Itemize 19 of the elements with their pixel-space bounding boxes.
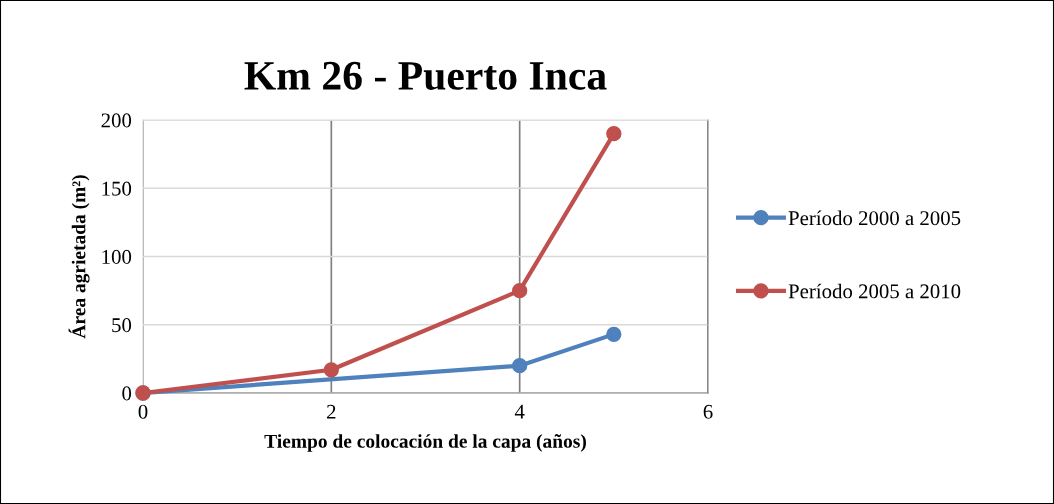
y-tick-label: 50	[112, 318, 132, 333]
x-tick-label: 4	[514, 404, 525, 419]
y-tick-label: 150	[102, 181, 132, 196]
legend-label: Período 2000 a 2005	[788, 210, 961, 226]
y-tick-label: 0	[122, 386, 132, 401]
y-tick-label: 100	[102, 249, 132, 264]
legend-label: Período 2005 a 2010	[788, 283, 961, 299]
point	[606, 326, 622, 342]
point	[323, 362, 339, 378]
point	[606, 126, 622, 142]
y-axis-title: Área agrietada (m²)	[68, 175, 90, 339]
x-tick-label: 2	[327, 404, 336, 419]
y-tick-label: 200	[101, 113, 132, 128]
point	[512, 358, 528, 374]
x-tick-label: 6	[703, 404, 713, 419]
x-axis-title: Tiempo de colocación de la capa (años)	[264, 434, 586, 452]
x-tick-label: 0	[138, 404, 148, 419]
point	[512, 282, 528, 299]
chart-title: Km 26 - Puerto Inca	[244, 61, 607, 90]
